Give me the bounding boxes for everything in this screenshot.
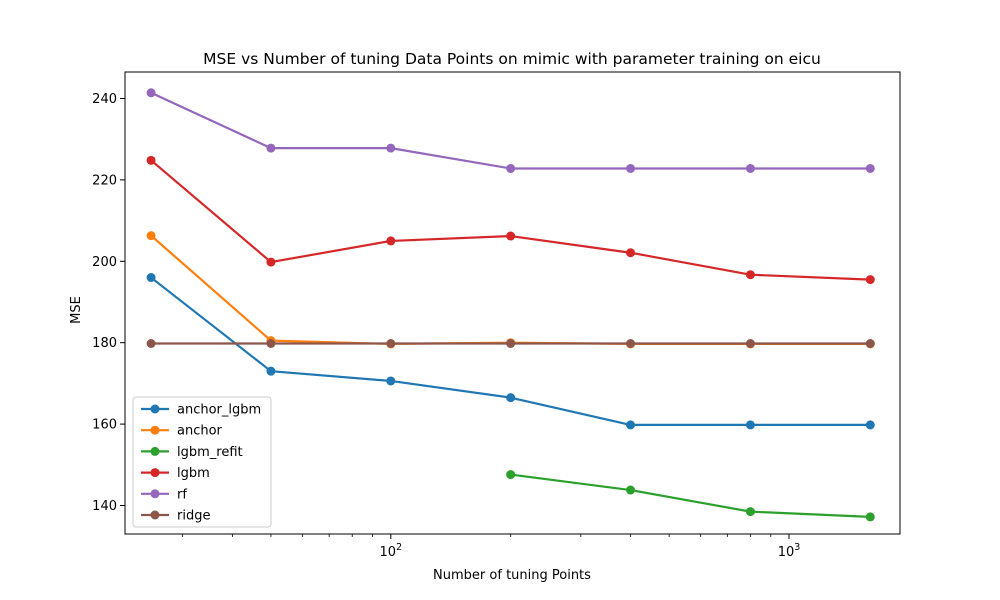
y-tick-label: 200 — [92, 255, 117, 270]
data-point — [865, 339, 875, 348]
data-point — [865, 275, 875, 285]
plot-area: 140 160 180 200 220 240 102 103 — [92, 71, 901, 560]
legend-item: anchor_lgbm — [141, 403, 261, 418]
legend-marker — [150, 510, 160, 520]
data-point — [146, 231, 156, 241]
legend-marker — [150, 446, 160, 456]
legend-item: rf — [141, 487, 187, 502]
data-point — [745, 420, 755, 430]
data-point — [626, 485, 636, 495]
data-point — [626, 248, 636, 258]
legend-label: anchor_lgbm — [177, 403, 261, 418]
x-tick-label: 103 — [778, 542, 801, 560]
legend-label: ridge — [177, 509, 210, 524]
legend-item: ridge — [141, 509, 210, 524]
y-tick-label: 160 — [92, 418, 117, 433]
data-point — [626, 339, 636, 348]
legend-label: rf — [177, 487, 187, 502]
data-point — [506, 231, 516, 241]
data-point — [146, 273, 156, 283]
data-point — [146, 88, 156, 98]
data-point — [266, 366, 276, 376]
data-point — [865, 163, 875, 173]
data-point — [266, 143, 276, 153]
legend-label: lgbm_refit — [177, 445, 243, 460]
data-point — [386, 376, 396, 386]
legend-item: lgbm — [141, 466, 210, 481]
legend-marker — [150, 404, 160, 414]
data-point — [386, 236, 396, 246]
series-anchor_lgbm — [146, 273, 875, 430]
y-axis-label: MSE — [69, 296, 84, 324]
data-point — [266, 257, 276, 267]
data-point — [386, 143, 396, 153]
legend-item: lgbm_refit — [141, 445, 243, 460]
data-point — [626, 420, 636, 430]
data-point — [386, 339, 396, 348]
data-point — [626, 163, 636, 173]
x-tick-label: 102 — [380, 542, 403, 560]
data-point — [745, 507, 755, 517]
data-point — [745, 270, 755, 280]
series-lgbm — [146, 155, 875, 285]
x-axis-label: Number of tuning Points — [433, 568, 591, 583]
chart-title: MSE vs Number of tuning Data Points on m… — [203, 50, 821, 68]
series-lgbm_refit — [506, 470, 875, 522]
y-tick-label: 140 — [92, 499, 117, 514]
y-tick-label: 240 — [92, 92, 117, 107]
data-point — [506, 470, 516, 480]
data-point — [745, 163, 755, 173]
data-point — [146, 155, 156, 165]
data-point — [506, 163, 516, 173]
data-point — [745, 339, 755, 348]
legend-label: lgbm — [177, 466, 210, 481]
axes-frame — [124, 71, 901, 535]
legend-item: anchor — [141, 424, 223, 439]
y-tick-label: 180 — [92, 336, 117, 351]
data-point — [506, 393, 516, 403]
data-point — [865, 420, 875, 430]
legend-label: anchor — [177, 424, 223, 439]
data-point — [506, 339, 516, 348]
legend-marker — [150, 425, 160, 435]
legend-marker — [150, 468, 160, 478]
series-rf — [146, 88, 875, 173]
data-point — [266, 339, 276, 348]
y-tick-label: 220 — [92, 173, 117, 188]
data-point — [146, 339, 156, 348]
series-line — [510, 473, 871, 518]
series-ridge — [146, 339, 875, 348]
legend-marker — [150, 489, 160, 499]
data-point — [865, 512, 875, 522]
